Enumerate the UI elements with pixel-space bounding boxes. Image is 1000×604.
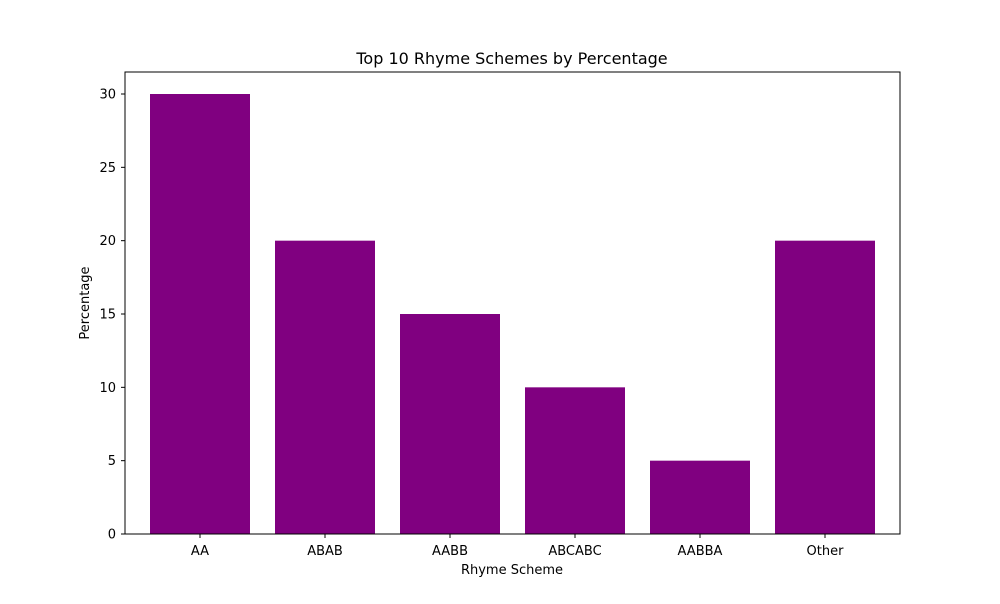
y-axis-label: Percentage (78, 266, 93, 339)
x-tick-label: AABBA (678, 544, 723, 559)
bar-group (150, 94, 875, 534)
x-axis-label: Rhyme Scheme (461, 563, 563, 578)
x-tick-label: AABB (432, 544, 468, 559)
y-tick-label: 25 (99, 161, 116, 176)
y-tick-label: 10 (99, 381, 116, 396)
y-axis-ticks: 0 5 10 15 20 25 30 (99, 88, 125, 543)
y-tick-label: 20 (99, 234, 116, 249)
bar-abcabc (525, 387, 625, 534)
x-axis-ticks: AA ABAB AABB ABCABC AABBA Other (191, 534, 844, 559)
x-tick-label: ABAB (307, 544, 343, 559)
y-tick-label: 30 (99, 88, 116, 103)
bar-other (775, 240, 875, 534)
x-tick-label: ABCABC (548, 544, 601, 559)
plot-frame (124, 71, 901, 535)
y-tick-label: 5 (108, 454, 116, 469)
x-tick-label: AA (191, 544, 209, 559)
chart-title: Top 10 Rhyme Schemes by Percentage (355, 49, 667, 68)
x-tick-label: Other (807, 544, 845, 559)
y-tick-label: 15 (99, 308, 116, 323)
y-tick-label: 0 (108, 528, 116, 543)
bar-abab (275, 240, 375, 534)
bar-aabba (650, 460, 750, 534)
bar-aa (150, 94, 250, 534)
bar-aabb (400, 314, 500, 534)
